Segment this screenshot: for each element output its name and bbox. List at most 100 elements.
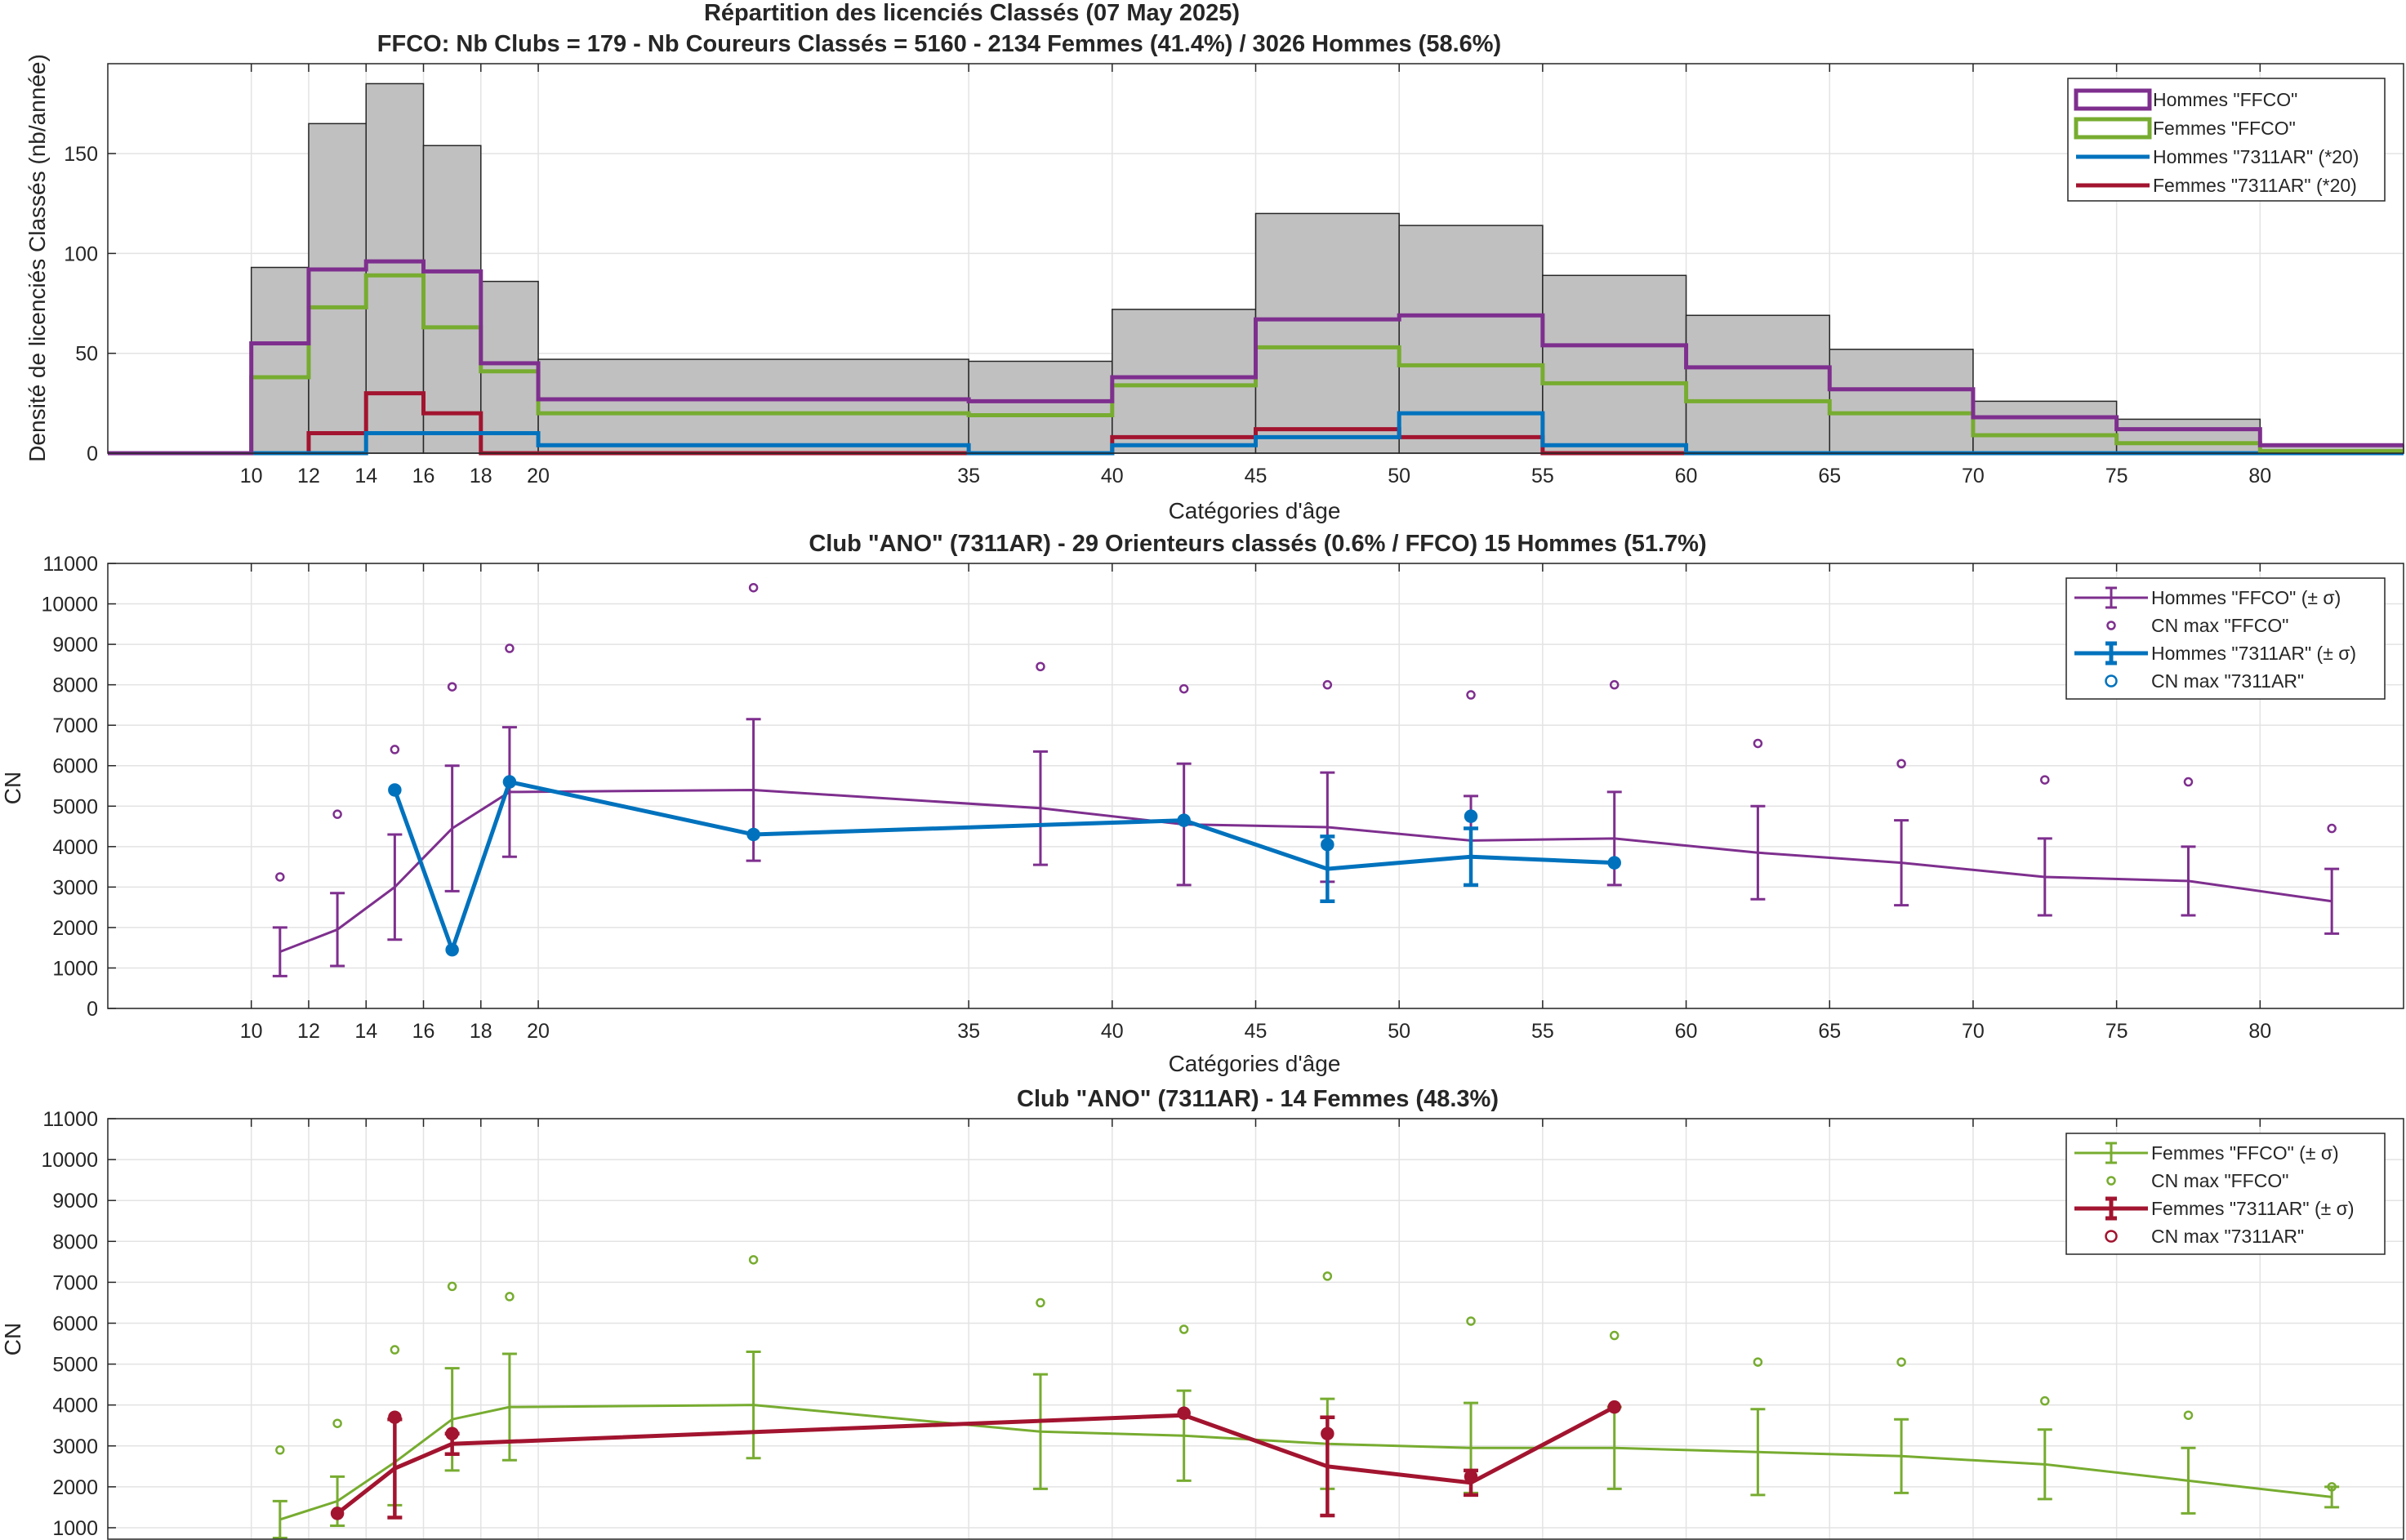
ffco-cn-max-point: [275, 1445, 285, 1455]
y-tick-label: 9000: [52, 1190, 98, 1213]
club-cn-max-point: [1321, 838, 1334, 852]
density-bar: [1685, 314, 1830, 454]
ffco-cn-max-point: [1896, 1357, 1906, 1367]
y-tick-label: 0: [87, 443, 98, 465]
ffco-cn-max-point: [1753, 1357, 1763, 1367]
legend-label: Femmes "7311AR" (*20): [2153, 175, 2357, 196]
legend: Femmes "FFCO" (± σ) CN max "FFCO" Femmes "…: [2065, 1133, 2386, 1255]
legend-label: Femmes "FFCO": [2153, 118, 2296, 139]
ffco-error-bar: [444, 764, 460, 892]
club-cn-max-point: [746, 827, 760, 842]
x-tick-label: 60: [1675, 1020, 1698, 1043]
ffco-cn-max-point: [1753, 738, 1763, 749]
club-cn-max-point: [1607, 1400, 1621, 1414]
ffco-error-bar: [1606, 790, 1622, 887]
ffco-cn-max-point: [2183, 1410, 2194, 1420]
density-bar: [1829, 349, 1974, 454]
y-tick-labels: 1000 2000 3000 4000 5000 6000 7000 8000 9000 1000…: [41, 1108, 98, 1540]
legend-swatch-errorbar: [2105, 586, 2117, 609]
y-tick-label: 5000: [52, 795, 98, 818]
x-tick-label: 20: [527, 1020, 550, 1043]
y-tick-label: 150: [64, 143, 98, 166]
legend-label: CN max "FFCO": [2151, 1170, 2288, 1191]
club-cn-max-point: [330, 1507, 345, 1520]
y-tick-label: 7000: [52, 714, 98, 737]
y-tick-label: 50: [75, 343, 98, 366]
club-error-bar: [1464, 826, 1479, 888]
y-tick-labels: 0 50 100 150: [64, 143, 98, 465]
y-tick-label: 4000: [52, 1395, 98, 1418]
x-tick-label: 45: [1245, 465, 1268, 487]
ffco-cn-max-point: [1036, 661, 1045, 672]
x-axis-label: Catégories d'âge: [1169, 498, 1341, 523]
y-tick-label: 10000: [41, 594, 98, 616]
x-tick-label: 20: [527, 465, 550, 487]
density-bar: [1972, 400, 2118, 454]
y-tick-label: 3000: [52, 876, 98, 899]
density-bar: [480, 280, 539, 454]
legend-label: CN max "7311AR": [2151, 670, 2304, 692]
density-bar: [537, 358, 969, 454]
x-tick-label: 75: [2105, 1020, 2128, 1043]
ffco-cn-max-point: [1896, 759, 1906, 768]
club-cn-max-point: [502, 775, 517, 789]
ffco-error-bar: [1032, 1373, 1048, 1490]
ffco-cn-max-point: [748, 1255, 759, 1265]
club-mean-line: [393, 779, 1615, 956]
ffco-cn-max-point: [1609, 679, 1620, 690]
x-tick-label: 70: [1962, 1020, 1985, 1043]
ffco-cn-max-point: [2327, 823, 2337, 834]
grid: [108, 1118, 2404, 1539]
y-tick-label: 100: [64, 243, 98, 265]
ffco-cn-max-point: [1322, 679, 1333, 690]
ffco-error-bar: [1750, 1408, 1766, 1497]
series-marks: [272, 582, 2340, 977]
y-tick-label: 4000: [52, 836, 98, 859]
ffco-cn-max-point: [390, 745, 400, 754]
ffco-cn-max-point: [2040, 775, 2050, 785]
ffco-cn-max-point: [332, 1418, 342, 1428]
y-tick-label: 11000: [42, 1108, 98, 1131]
x-tick-label: 45: [1245, 1020, 1268, 1043]
legend-swatch-marker: [2106, 621, 2116, 630]
x-tick-label: 50: [1388, 1020, 1410, 1043]
ffco-error-bar: [501, 726, 517, 858]
density-bar: [365, 82, 425, 454]
ffco-error-bar: [2181, 1446, 2196, 1515]
ffco-cn-max-point: [1466, 1316, 1476, 1326]
ffco-error-bar: [2324, 867, 2340, 935]
club-cn-max-point: [1177, 813, 1191, 827]
ffco-cn-max-point: [447, 1281, 457, 1292]
ffco-cn-max-point: [1609, 1330, 1620, 1341]
y-tick-label: 2000: [52, 917, 98, 940]
y-axis-label: Densité de licenciés Classés (nb/année): [25, 54, 50, 462]
chart-title: Répartition des licenciés Classés (07 Ma…: [704, 0, 1240, 26]
y-tick-label: 10000: [41, 1149, 98, 1172]
x-tick-label: 16: [412, 1020, 435, 1043]
ffco-error-bar: [2037, 837, 2052, 917]
legend: Hommes "FFCO" (± σ) CN max "FFCO" Hommes "…: [2065, 577, 2386, 700]
density-bar: [422, 145, 482, 454]
plot-frame: [107, 63, 2404, 454]
y-axis-label: CN: [0, 772, 25, 804]
x-tick-label: 12: [297, 1020, 320, 1043]
x-tick-label: 14: [354, 465, 377, 487]
y-tick-label: 9000: [52, 634, 98, 657]
y-tick-label: 6000: [52, 755, 98, 778]
y-tick-label: 5000: [52, 1354, 98, 1377]
ffco-error-bar: [2037, 1428, 2052, 1501]
ffco-cn-max-point: [447, 682, 457, 692]
ffco-cn-max-point: [275, 872, 285, 882]
ffco-error-bar: [1894, 1418, 1909, 1494]
density-bar: [1398, 225, 1544, 454]
plot-frame: [107, 563, 2404, 1009]
x-tick-label: 80: [2248, 465, 2271, 487]
legend-label: CN max "FFCO": [2151, 615, 2288, 636]
x-tick-label: 14: [354, 1020, 377, 1043]
x-tick-label: 35: [957, 465, 980, 487]
x-tick-label: 55: [1531, 465, 1554, 487]
ffco-error-bar: [746, 1351, 761, 1460]
x-tick-label: 65: [1818, 465, 1841, 487]
club-mean-line: [336, 1404, 1615, 1516]
ffco-cn-max-point: [1178, 683, 1189, 694]
